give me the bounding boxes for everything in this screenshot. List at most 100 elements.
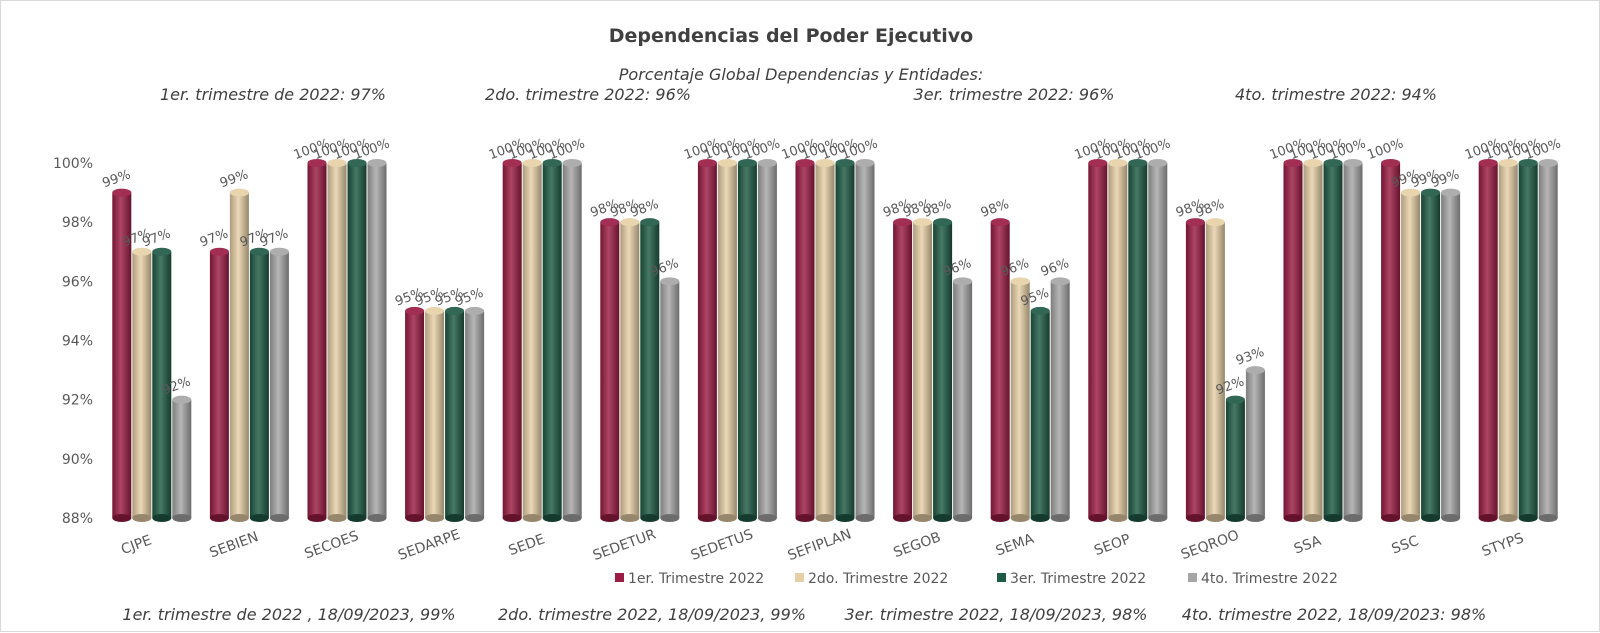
category-label: SEOP bbox=[1092, 531, 1132, 559]
bar bbox=[1343, 159, 1363, 522]
y-tick-label: 88% bbox=[62, 511, 93, 527]
chart-subtitle: Porcentaje Global Dependencias y Entidad… bbox=[619, 65, 984, 84]
bar bbox=[542, 159, 562, 522]
bar bbox=[1421, 188, 1441, 522]
y-tick-label: 90% bbox=[62, 452, 93, 468]
data-label: 99% bbox=[218, 167, 250, 191]
footer-note: 1er. trimestre de 2022 , 18/09/2023, 99% bbox=[122, 605, 455, 624]
legend-swatch bbox=[1188, 573, 1197, 582]
category-label: SEDETUS bbox=[689, 527, 756, 564]
legend-label: 4to. Trimestre 2022 bbox=[1201, 571, 1338, 587]
bar bbox=[660, 277, 680, 522]
bar bbox=[697, 159, 717, 522]
category-label: CJPE bbox=[119, 532, 154, 558]
category-label: SSC bbox=[1390, 533, 1422, 558]
bar bbox=[717, 159, 737, 522]
bar bbox=[132, 247, 152, 522]
category-label: SEGOB bbox=[891, 529, 943, 561]
bar bbox=[953, 277, 973, 522]
legend-swatch bbox=[795, 573, 804, 582]
bar bbox=[1030, 306, 1050, 522]
bar bbox=[425, 306, 445, 522]
bar bbox=[1441, 188, 1461, 522]
bar bbox=[1283, 159, 1303, 522]
data-label: 93% bbox=[1234, 345, 1266, 369]
bar bbox=[1088, 159, 1108, 522]
data-label: 99% bbox=[100, 167, 132, 191]
bar bbox=[502, 159, 522, 522]
bar bbox=[307, 159, 327, 522]
bar bbox=[209, 247, 229, 522]
bar bbox=[172, 395, 192, 522]
bar bbox=[152, 247, 172, 522]
data-label: 96% bbox=[1039, 256, 1071, 280]
category-label: SEMA bbox=[994, 531, 1037, 560]
category-label: SEFIPLAN bbox=[786, 526, 854, 564]
bar bbox=[893, 218, 913, 522]
legend-item: 3er. Trimestre 2022 bbox=[997, 571, 1146, 587]
category-label: SEDE bbox=[507, 531, 548, 559]
bar bbox=[112, 188, 132, 522]
bar bbox=[990, 218, 1010, 522]
category-label: STYPS bbox=[1480, 530, 1526, 560]
category-label: SECOES bbox=[302, 528, 360, 562]
bar bbox=[795, 159, 815, 522]
y-tick-label: 96% bbox=[62, 274, 93, 290]
bar bbox=[913, 218, 933, 522]
bar bbox=[1148, 159, 1168, 522]
data-label: 97% bbox=[198, 226, 230, 250]
bar bbox=[1108, 159, 1128, 522]
legend-swatch bbox=[615, 573, 624, 582]
bar bbox=[367, 159, 387, 522]
legend-label: 3er. Trimestre 2022 bbox=[1010, 571, 1146, 587]
category-label: SEDARPE bbox=[396, 527, 462, 564]
data-label: 98% bbox=[979, 197, 1011, 221]
legend-item: 4to. Trimestre 2022 bbox=[1188, 571, 1338, 587]
bar bbox=[347, 159, 367, 522]
bar bbox=[1225, 395, 1245, 522]
bar bbox=[522, 159, 542, 522]
bar bbox=[1401, 188, 1421, 522]
y-tick-label: 98% bbox=[62, 215, 93, 231]
bar bbox=[1518, 159, 1538, 522]
bar bbox=[465, 306, 485, 522]
footer-note: 2do. trimestre 2022, 18/09/2023, 99% bbox=[498, 605, 806, 624]
category-label: SEBIEN bbox=[207, 529, 260, 561]
bar bbox=[1303, 159, 1323, 522]
bar bbox=[1538, 159, 1558, 522]
legend-label: 2do. Trimestre 2022 bbox=[808, 571, 948, 587]
bar bbox=[1128, 159, 1148, 522]
bar bbox=[620, 218, 640, 522]
bar bbox=[249, 247, 269, 522]
bar bbox=[1010, 277, 1030, 522]
y-tick-label: 94% bbox=[62, 334, 93, 350]
category-label: SSA bbox=[1292, 533, 1324, 558]
bar bbox=[757, 159, 777, 522]
quarter-note: 4to. trimestre 2022: 94% bbox=[1235, 85, 1437, 104]
bar bbox=[445, 306, 465, 522]
footer-note: 3er. trimestre 2022, 18/09/2023, 98% bbox=[845, 605, 1148, 624]
bar bbox=[229, 188, 249, 522]
legend-item: 2do. Trimestre 2022 bbox=[795, 571, 948, 587]
bar bbox=[1245, 366, 1265, 522]
bar bbox=[933, 218, 953, 522]
bar bbox=[1478, 159, 1498, 522]
bar bbox=[562, 159, 582, 522]
category-label: SEQROO bbox=[1179, 527, 1241, 563]
bar bbox=[1498, 159, 1518, 522]
y-tick-label: 100% bbox=[53, 156, 93, 172]
bar bbox=[640, 218, 660, 522]
legend-item: 1er. Trimestre 2022 bbox=[615, 571, 764, 587]
bar bbox=[815, 159, 835, 522]
bar bbox=[1381, 159, 1401, 522]
bar bbox=[1185, 218, 1205, 522]
bar bbox=[1323, 159, 1343, 522]
bar bbox=[269, 247, 289, 522]
bar bbox=[405, 306, 425, 522]
bar bbox=[1050, 277, 1070, 522]
bar bbox=[737, 159, 757, 522]
chart-title: Dependencias del Poder Ejecutivo bbox=[609, 25, 973, 47]
quarter-note: 3er. trimestre 2022: 96% bbox=[914, 85, 1115, 104]
